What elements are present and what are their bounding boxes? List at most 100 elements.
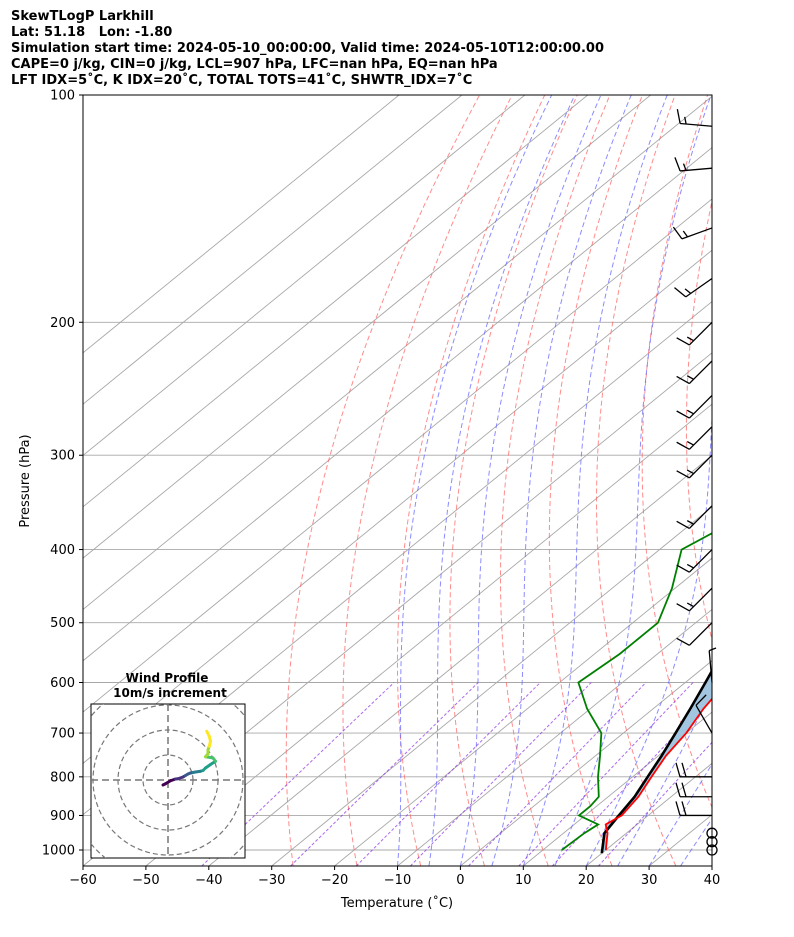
moist-adiabat (554, 95, 712, 866)
wind-barb-feather (708, 647, 717, 652)
isotherm (83, 95, 712, 611)
mixing-ratio-line (598, 741, 712, 866)
moist-adiabat (585, 409, 712, 866)
mixing-ratio-line (468, 682, 647, 866)
mixing-ratio-line (355, 682, 541, 866)
hodograph-segment (205, 729, 211, 738)
dry-adiabat (685, 199, 712, 642)
dry-adiabat (500, 95, 611, 866)
isotherm (711, 865, 712, 866)
dry-adiabat (596, 95, 677, 866)
y-tick-label: 100 (50, 89, 75, 104)
calm-wind-circle (706, 827, 718, 839)
wind-barbs (672, 109, 718, 856)
header-title: SkewTLogP Larkhill (11, 9, 154, 24)
wind-barb-feather (682, 230, 689, 238)
y-tick-label: 700 (50, 727, 75, 742)
wind-barb-feather (686, 563, 694, 569)
mixing-ratio-line (290, 682, 479, 866)
wind-barb-staff (688, 587, 713, 612)
wind-barb-feather (676, 470, 690, 479)
y-tick-label: 1000 (42, 844, 75, 859)
wind-barb-staff (685, 277, 713, 298)
isotherm (83, 147, 712, 662)
y-tick-label: 600 (50, 676, 75, 691)
wind-barb-feather (674, 287, 687, 298)
chart-header: SkewTLogP Larkhill Lat: 51.18 Lon: -1.80… (11, 9, 604, 89)
isotherm (145, 403, 712, 866)
wind-barb-staff (680, 122, 713, 127)
wind-barb-staff (688, 505, 713, 529)
wind-barb-feather (686, 336, 694, 342)
wind-barb-feather (676, 337, 690, 346)
wind-barb-feather (675, 782, 681, 797)
x-tick-label: 0 (456, 873, 464, 888)
axes: Temperature (˚C) Pressure (hPa) −60 −50 −4… (18, 89, 720, 912)
moist-adiabat (491, 95, 632, 866)
x-tick-label: 20 (578, 873, 595, 888)
wind-barb-feather (681, 762, 687, 778)
wind-barb-feather (676, 603, 690, 612)
wind-barb-feather (695, 694, 707, 706)
isotherm (460, 660, 712, 866)
x-tick-label: 40 (704, 873, 721, 888)
wind-barb-staff (688, 360, 713, 384)
wind-barb-feather (676, 441, 690, 450)
parcel-profile-line (600, 668, 712, 854)
wind-barb-feather (681, 782, 687, 797)
hodograph-inset: Wind Profile 10m/s increment (90, 671, 246, 859)
isotherm (83, 95, 400, 354)
wind-barb-feather (684, 288, 692, 294)
wind-barb-feather (676, 520, 690, 529)
y-tick-label: 900 (50, 809, 75, 824)
wind-barb-feather (686, 440, 694, 446)
wind-barb-feather (684, 116, 687, 125)
wind-barb-feather (686, 375, 694, 380)
wind-barb-staff (681, 227, 713, 240)
header-times: Simulation start time: 2024-05-10_00:00:… (11, 41, 604, 56)
wind-barb-feather (676, 637, 690, 646)
y-tick-label: 400 (50, 543, 75, 558)
isotherm (271, 506, 712, 866)
y-tick-label: 300 (50, 449, 75, 464)
moist-adiabat (397, 95, 553, 866)
x-tick-label: −30 (258, 873, 285, 888)
wind-barb-staff (688, 454, 713, 479)
temperature-line (604, 697, 712, 851)
dry-adiabat (548, 95, 643, 866)
isotherm (523, 711, 712, 866)
x-tick-label: −40 (195, 873, 222, 888)
isotherm (334, 557, 712, 866)
x-axis-label: Temperature (˚C) (340, 895, 453, 911)
wind-barb-feather (676, 109, 681, 124)
wind-barb-feather (675, 801, 681, 816)
wind-barb-feather (676, 375, 690, 385)
wind-barb-feather (686, 469, 694, 475)
wind-barb-staff (708, 650, 713, 683)
wind-barb-feather (674, 157, 681, 172)
header-indices-2: LFT IDX=5˚C, K IDX=20˚C, TOTAL TOTS=41˚C… (11, 73, 473, 88)
wind-barb-staff (688, 321, 713, 346)
dry-adiabat (449, 95, 578, 866)
wind-barb-feather (682, 163, 687, 171)
header-location: Lat: 51.18 Lon: -1.80 (11, 25, 173, 40)
y-axis-label: Pressure (hPa) (18, 434, 33, 527)
dry-adiabat (285, 95, 480, 866)
cin-cape-shading (601, 670, 712, 854)
y-tick-label: 800 (50, 770, 75, 785)
isotherm (208, 454, 712, 866)
moist-adiabat (617, 689, 712, 866)
hodograph-subtitle: 10m/s increment (113, 686, 227, 700)
wind-barb-staff (688, 622, 713, 646)
isotherm (83, 95, 463, 405)
isotherm (83, 95, 589, 508)
hodograph-area (91, 704, 245, 858)
wind-barb-feather (686, 409, 694, 415)
header-indices-1: CAPE=0 j/kg, CIN=0 j/kg, LCL=907 hPa, LF… (11, 57, 498, 72)
x-tick-label: −10 (384, 873, 411, 888)
isotherm (83, 95, 526, 457)
wind-barb-feather (676, 564, 690, 573)
hodograph-title: Wind Profile (126, 671, 209, 685)
mixing-ratio-line (410, 682, 592, 866)
